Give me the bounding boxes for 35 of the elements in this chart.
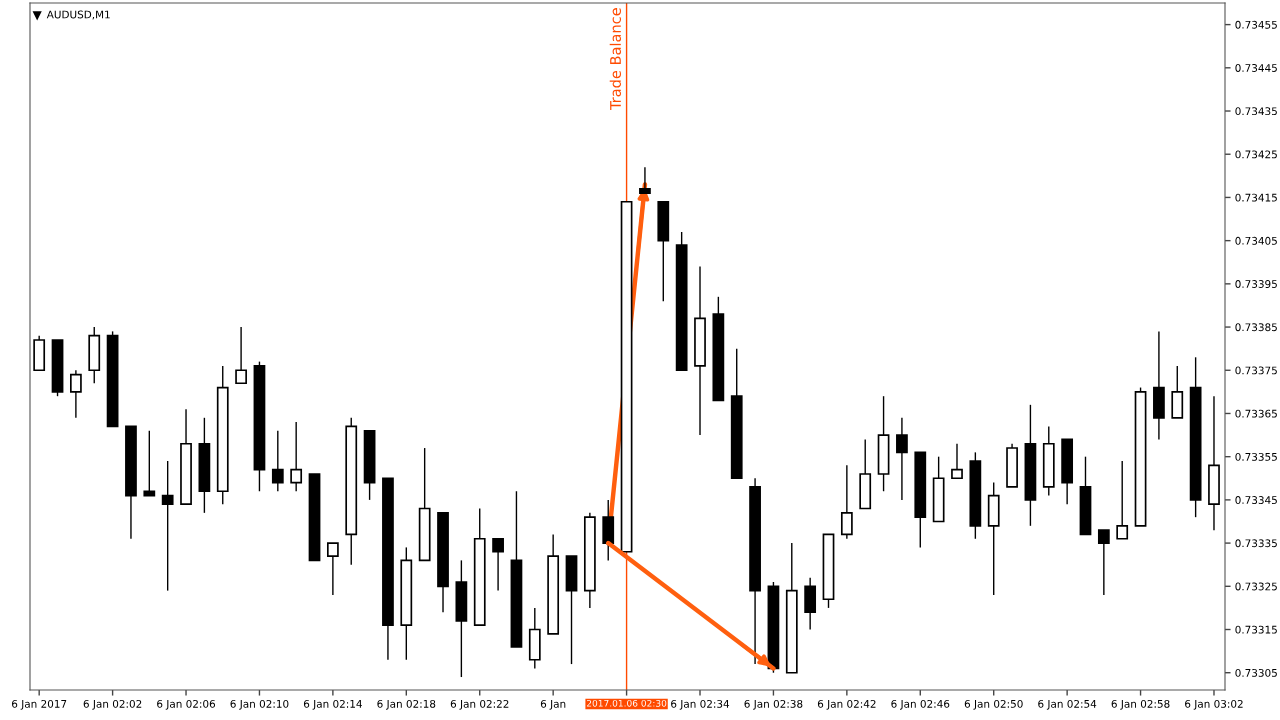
x-tick-label: 6 Jan 02:18	[377, 699, 436, 710]
text: AUDUSD,M1	[46, 10, 110, 20]
ref-line-label: Trade Balance	[609, 8, 621, 111]
x-tick-label: 6 Jan 02:46	[891, 699, 950, 710]
x-tick-label: 6 Jan 03:02	[1185, 699, 1243, 710]
y-tick-label: 0.73365	[1235, 409, 1277, 418]
x-tick-label: 6 Jan 02:10	[230, 699, 289, 710]
y-tick-label: 0.73415	[1235, 193, 1277, 202]
y-tick-label: 0.73315	[1235, 625, 1277, 634]
x-tick-label: 6 Jan 02:02	[83, 699, 142, 710]
y-tick-label: 0.73375	[1235, 366, 1277, 375]
x-tick-label: 6 Jan	[540, 699, 566, 710]
y-tick-label: 0.73395	[1235, 280, 1277, 288]
x-tick-label: 6 Jan 02:54	[1038, 699, 1097, 710]
y-tick-label: 0.73445	[1235, 64, 1277, 72]
x-tick-label: 6 Jan 02:06	[157, 699, 216, 710]
x-tick-label: 6 Jan 02:58	[1111, 699, 1170, 710]
y-tick-label: 0.73325	[1235, 582, 1277, 591]
x-tick-label: 2017.01.06 02:30	[586, 699, 667, 707]
x-tick-label: 6 Jan 02:14	[303, 699, 362, 710]
y-tick-label: 0.73385	[1235, 323, 1277, 332]
y-tick-label: 0.73305	[1235, 668, 1277, 677]
y-tick-label: 0.73455	[1235, 20, 1277, 29]
y-tick-label: 0.73345	[1235, 496, 1277, 504]
x-tick-label: 6 Jan 02:34	[671, 699, 730, 710]
x-tick-label: 6 Jan 02:50	[964, 699, 1023, 710]
x-tick-label: 6 Jan 02:38	[744, 699, 803, 710]
x-tick-label: 6 Jan 2017	[12, 699, 67, 710]
y-tick-label: 0.73355	[1235, 452, 1277, 461]
x-tick-label: 6 Jan 02:22	[450, 699, 509, 710]
y-tick-label: 0.73425	[1235, 150, 1277, 159]
x-tick-label: 6 Jan 02:42	[817, 699, 876, 710]
y-tick-label: 0.73405	[1235, 236, 1277, 245]
y-tick-label: 0.73335	[1235, 539, 1277, 548]
y-tick-label: 0.73435	[1235, 107, 1277, 116]
